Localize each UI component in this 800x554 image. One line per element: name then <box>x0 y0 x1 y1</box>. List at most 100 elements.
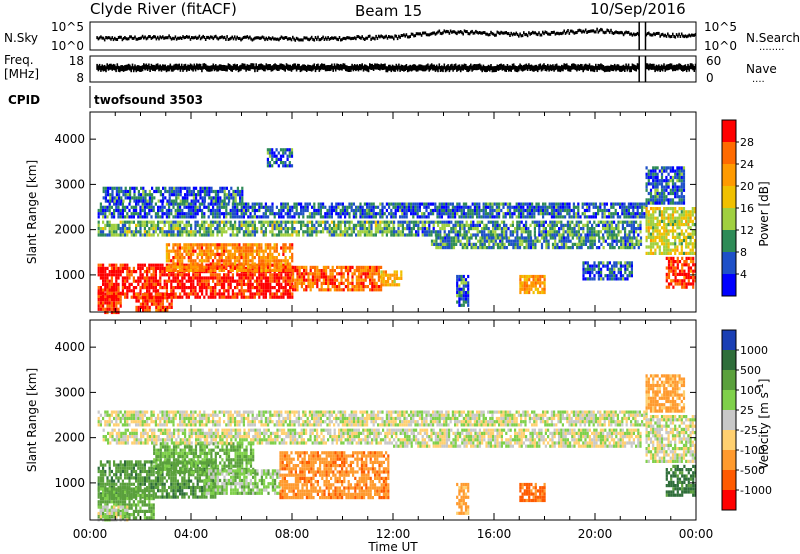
nsky-trace-segment-141 <box>274 37 276 41</box>
power-cells-cell-6-1683 <box>124 230 127 234</box>
power-cells-cell-7-2338 <box>196 212 199 216</box>
power-cells-cell-7-2281 <box>168 208 171 213</box>
power-cells-cell-6-1690 <box>128 223 131 227</box>
freq-trace-segment-26 <box>129 64 131 71</box>
power-cells-cell-7-2957 <box>544 212 547 216</box>
freq-trace-segment-356 <box>545 65 548 72</box>
power-cells-cell-6-1822 <box>201 227 204 231</box>
power-cells-cell-6-2052 <box>335 230 338 234</box>
power-cells-cell-7-2262 <box>157 208 160 213</box>
nsky-trace-segment-261 <box>425 33 428 37</box>
power-cells-cell-0-551 <box>240 273 243 277</box>
power-cells-cell-8-3216 <box>144 196 147 200</box>
power-cells-cell-10-3913 <box>496 246 500 250</box>
power-cells-cell-10-3991 <box>551 246 555 250</box>
power-cells-cell-7-2653 <box>381 208 384 213</box>
power-cells-cell-2-873 <box>146 309 149 313</box>
power-cells-cell-0-391 <box>198 276 201 280</box>
power-cells-cell-7-2438 <box>253 205 256 209</box>
power-cells-cell-9-3735 <box>595 230 598 234</box>
freq-trace-segment-299 <box>473 64 476 70</box>
power-cells-cell-7-2404 <box>236 202 239 206</box>
power-cells-cell-7-2368 <box>216 205 219 209</box>
freq-trace-segment-284 <box>454 63 457 70</box>
freq-trace-segment-25 <box>127 63 130 70</box>
power-cells-cell-4-1425 <box>320 285 323 289</box>
power-cells-cell-7-2532 <box>311 215 314 219</box>
power-cells-cell-7-2229 <box>137 212 140 216</box>
power-cells-cell-7-2487 <box>284 205 287 209</box>
power-cells-cell-6-1918 <box>253 230 256 234</box>
power-cells-cell-7-2805 <box>465 202 468 206</box>
power-cells-cell-0-428 <box>207 286 210 290</box>
power-cells-cell-4-1341 <box>292 272 295 276</box>
nsky-trace-segment-61 <box>173 37 175 41</box>
power-cells-cell-2-893 <box>157 299 160 303</box>
power-cells-cell-10-3921 <box>501 246 504 250</box>
power-cells-cell-7-2542 <box>317 208 320 213</box>
freq-trace-segment-37 <box>143 63 145 70</box>
power-cells-cell-7-3044 <box>594 205 597 209</box>
nsky-trace-segment-129 <box>259 36 261 40</box>
power-cells-cell-9-3484 <box>450 227 453 231</box>
power-cells-cell-4-1523 <box>358 269 361 273</box>
power-cells-cell-7-2182 <box>108 208 111 213</box>
power-cells-cell-10-3997 <box>556 246 559 250</box>
power-cells-cell-8-3374 <box>239 199 242 203</box>
freq-trace-segment-187 <box>332 65 334 72</box>
freq-trace-segment-279 <box>448 66 451 73</box>
power-cells-cell-6-1713 <box>141 233 144 237</box>
power-cells-cell-10-3830 <box>441 242 445 246</box>
power-cells-cell-7-2288 <box>172 205 175 209</box>
power-cells-cell-10-3878 <box>474 242 478 246</box>
freq-trace-segment-203 <box>352 65 355 72</box>
power-cells-cell-7-2543 <box>317 212 320 216</box>
power-cells-cell-6-1989 <box>297 220 300 224</box>
power-cells-cell-0-660 <box>264 289 267 293</box>
power-cells-cell-7-2780 <box>451 205 454 209</box>
power-cells-cell-0-278 <box>170 279 173 283</box>
power-cells-cell-7-2442 <box>256 202 259 206</box>
power-cells-cell-7-2841 <box>482 215 485 219</box>
power-cells-cell-8-3151 <box>109 193 112 197</box>
power-cells-cell-2-890 <box>155 309 158 313</box>
freq-trace-segment-149 <box>284 65 286 72</box>
freq-trace-segment-239 <box>398 63 400 70</box>
nsky-trace-segment-74 <box>189 37 192 41</box>
power-cells-cell-0-22 <box>102 279 105 283</box>
power-cells-cell-7-2635 <box>370 212 373 216</box>
power-cells-cell-9-3418 <box>412 227 415 231</box>
power-cells-cell-7-2189 <box>113 212 116 216</box>
nsky-trace-segment-163 <box>302 38 304 42</box>
freq-trace-segment-231 <box>388 64 390 71</box>
freq-trace-segment-336 <box>520 64 523 71</box>
power-cells-cell-4-1374 <box>303 272 306 276</box>
power-cells-cell-7-2611 <box>359 208 362 213</box>
freq-trace-segment-369 <box>562 65 564 72</box>
power-cells-cell-4-1411 <box>316 272 319 276</box>
power-cells-cell-6-2046 <box>333 223 336 227</box>
power-cells-cell-7-3049 <box>597 212 600 216</box>
power-cells-cell-8-3336 <box>217 196 220 200</box>
freq-trace-segment-467 <box>692 64 694 71</box>
nsky-trace-segment-333 <box>516 33 519 37</box>
power-cells-cell-3-1074 <box>209 265 212 269</box>
power-cells-cell-6-2035 <box>326 227 329 231</box>
nsky-trace-segment-5 <box>102 36 105 40</box>
power-cells-cell-3-1185 <box>244 243 248 247</box>
power-cells-cell-7-2408 <box>236 215 239 219</box>
power-cells-cell-7-2816 <box>469 215 472 219</box>
power-cells-cell-3-1043 <box>200 252 204 256</box>
freq-trace-segment-237 <box>395 63 398 70</box>
power-cells-cell-7-2772 <box>447 208 450 213</box>
power-cells-cell-10-3930 <box>507 242 511 246</box>
power-cells-cell-8-3240 <box>162 196 165 200</box>
power-cells-cell-8-3237 <box>159 199 162 203</box>
power-cells-cell-0-100 <box>121 279 124 283</box>
power-cells-cell-8-3312 <box>203 189 206 194</box>
power-cells-cell-8-3375 <box>241 186 244 190</box>
power-cells-cell-0-618 <box>256 282 259 286</box>
nsky-trace-segment-171 <box>312 37 314 41</box>
power-cells-cell-9-3448 <box>428 230 431 234</box>
power-cells-cell-7-2727 <box>423 202 426 206</box>
